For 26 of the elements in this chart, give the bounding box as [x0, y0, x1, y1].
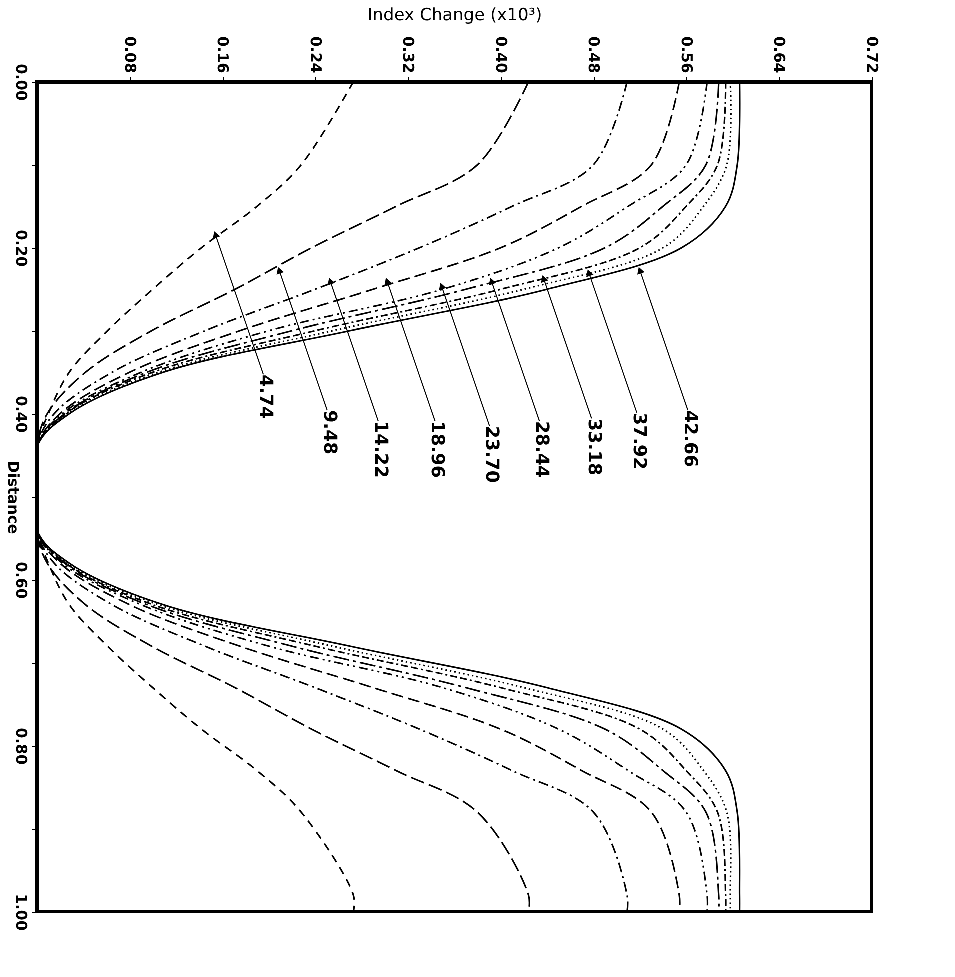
x-tick-label: 0.48	[585, 36, 604, 74]
annotation: 37.92	[629, 412, 650, 470]
x-tick-label: 0.72	[864, 36, 882, 74]
y-tick-label: 0.20	[12, 230, 30, 268]
annotation: 23.70	[482, 426, 503, 484]
annotation: 33.18	[584, 418, 605, 476]
x-axis-title: Index Change (x10³)	[368, 5, 542, 26]
x-tick-label: 0.64	[770, 36, 789, 74]
y-tick-label: 0.60	[12, 562, 30, 600]
y-tick-label: 1.00	[12, 894, 30, 932]
x-tick-label: 0.08	[121, 36, 140, 74]
x-tick-label: 0.56	[678, 36, 696, 74]
annotation: 14.22	[370, 421, 392, 478]
y-axis-title: Distance	[4, 460, 22, 534]
annotation: 18.96	[427, 421, 448, 478]
x-tick-label: 0.24	[306, 36, 325, 74]
annotation: 9.48	[319, 410, 340, 455]
y-tick-label: 0.00	[12, 64, 30, 102]
y-tick-label: 0.40	[12, 396, 30, 434]
annotation: 4.74	[256, 374, 277, 420]
annotation: 28.44	[532, 421, 553, 478]
y-tick-label: 0.80	[12, 728, 30, 766]
x-tick-label: 0.32	[400, 36, 418, 74]
annotation: 42.66	[680, 410, 702, 468]
x-tick-label: 0.16	[214, 36, 232, 74]
x-tick-label: 0.40	[492, 36, 510, 74]
